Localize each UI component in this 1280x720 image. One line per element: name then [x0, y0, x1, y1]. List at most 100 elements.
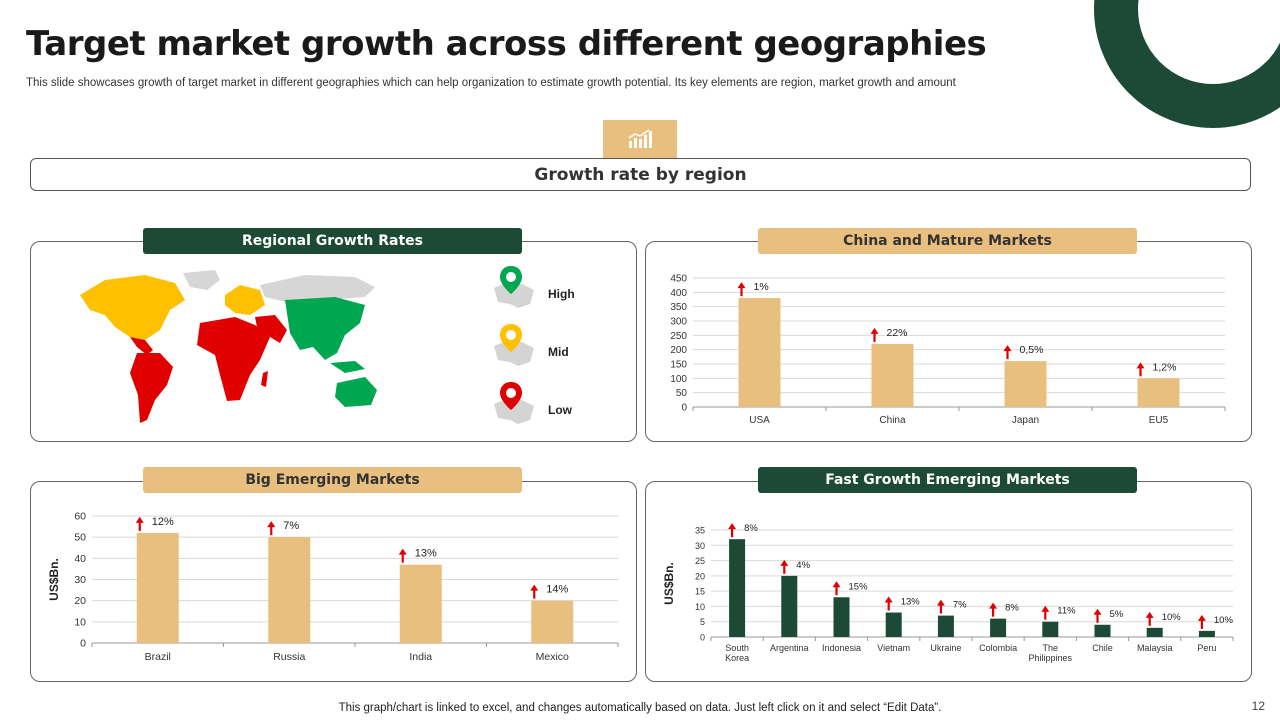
growth-annotation: 0,5%	[1020, 344, 1044, 356]
growth-rate-banner: Growth rate by region	[30, 158, 1251, 191]
decorative-ring	[1094, 0, 1280, 128]
x-tick-label: China	[879, 415, 906, 426]
x-tick-label: Colombia	[979, 643, 1017, 653]
page-subtitle: This slide showcases growth of target ma…	[26, 77, 956, 89]
y-tick-label: 0	[681, 403, 687, 414]
map-region-gray-russia	[260, 275, 375, 303]
y-tick-label: 15	[695, 587, 705, 597]
china-mature-title: China and Mature Markets	[758, 228, 1137, 254]
y-tick-label: 450	[670, 274, 687, 285]
bar	[1004, 361, 1047, 407]
y-tick-label: 0	[700, 633, 705, 643]
regional-growth-title: Regional Growth Rates	[143, 228, 522, 254]
x-tick-label: Vietnam	[877, 643, 910, 653]
growth-annotation: 11%	[1057, 606, 1076, 617]
up-arrow-head	[1041, 605, 1050, 612]
x-tick-label: Malaysia	[1137, 643, 1173, 653]
x-tick-label: Korea	[725, 653, 749, 663]
map-region-africa	[197, 317, 270, 401]
map-region-asia	[285, 297, 365, 360]
y-tick-label: 10	[74, 616, 86, 628]
y-tick-label: 40	[74, 553, 86, 565]
growth-annotation: 1%	[754, 281, 769, 293]
y-tick-label: 0	[80, 638, 86, 650]
bar	[871, 343, 914, 407]
big-emerging-title: Big Emerging Markets	[143, 467, 522, 493]
growth-annotation: 4%	[796, 560, 810, 571]
growth-annotation: 8%	[744, 523, 758, 534]
y-tick-label: 250	[670, 331, 687, 342]
bar	[399, 564, 442, 643]
y-tick-label: 400	[670, 288, 687, 299]
x-tick-label: The	[1043, 643, 1059, 653]
x-tick-label: Indonesia	[822, 643, 861, 653]
x-tick-label: EU5	[1149, 415, 1169, 426]
map-region-middle-east	[255, 315, 287, 343]
up-arrow-head	[1093, 608, 1102, 615]
big-emerging-chart: 0 10 20 30 40 50 60 US$Bn. 12% Brazil 7% Russia 13% I…	[47, 511, 619, 663]
map-region-indonesia	[330, 361, 365, 373]
up-arrow-head	[737, 282, 746, 289]
x-tick-label: Japan	[1012, 415, 1039, 426]
up-arrow-head	[870, 327, 879, 334]
up-arrow-head	[267, 521, 276, 528]
y-tick-label: 10	[695, 602, 705, 612]
up-arrow-head	[1136, 362, 1145, 369]
map-region-europe	[225, 285, 265, 315]
world-map	[80, 270, 377, 423]
legend-mid-label: Mid	[548, 345, 569, 359]
pin-usa-icon	[494, 266, 534, 308]
x-tick-label: South	[725, 643, 749, 653]
y-tick-label: 300	[670, 317, 687, 328]
y-tick-label: 30	[695, 541, 705, 551]
y-tick-label: 5	[700, 617, 705, 627]
y-tick-label: 50	[74, 532, 86, 544]
y-tick-label: 350	[670, 302, 687, 313]
y-axis-label: US$Bn.	[47, 558, 61, 601]
up-arrow-head	[1197, 614, 1206, 621]
map-region-gray-north	[183, 270, 220, 290]
bar	[531, 600, 574, 643]
map-region-madagascar	[261, 371, 268, 387]
footer-note: This graph/chart is linked to excel, and…	[338, 702, 942, 714]
x-tick-label: Russia	[273, 651, 305, 663]
bar	[1146, 627, 1163, 637]
y-tick-label: 20	[695, 571, 705, 581]
bar	[1137, 378, 1180, 407]
map-region-central-america	[130, 337, 153, 355]
x-tick-label: Argentina	[770, 643, 809, 653]
y-tick-label: 30	[74, 574, 86, 586]
growth-annotation: 14%	[546, 584, 568, 596]
bar	[1198, 630, 1215, 637]
y-tick-label: 100	[670, 374, 687, 385]
up-arrow-head	[780, 559, 789, 566]
up-arrow-head	[530, 584, 539, 591]
bar	[1094, 624, 1111, 637]
growth-annotation: 15%	[849, 581, 869, 592]
growth-annotation: 22%	[887, 327, 908, 339]
big-emerging-panel	[30, 481, 637, 682]
x-tick-label: India	[409, 651, 432, 663]
bar	[268, 537, 311, 643]
up-arrow-head	[728, 523, 737, 530]
growth-annotation: 10%	[1162, 612, 1182, 623]
y-tick-label: 50	[676, 388, 688, 399]
x-tick-label: Brazil	[145, 651, 171, 663]
x-tick-label: Peru	[1197, 643, 1216, 653]
up-arrow-head	[832, 581, 841, 588]
china-mature-chart: 0 50 100 150 200 250 300 350 400 450 1% USA 22% China…	[670, 274, 1226, 426]
bar	[781, 575, 798, 637]
y-tick-label: 200	[670, 345, 687, 356]
bar	[738, 298, 781, 407]
up-arrow-head	[989, 602, 998, 609]
bar	[937, 615, 954, 637]
bar	[990, 618, 1007, 637]
y-tick-label: 25	[695, 556, 705, 566]
growth-annotation: 8%	[1005, 603, 1019, 614]
legend-high-label: High	[548, 287, 575, 301]
page-number: 12	[1251, 699, 1265, 713]
x-tick-label: Mexico	[536, 651, 569, 663]
x-tick-label: USA	[749, 415, 770, 426]
legend-low-label: Low	[548, 403, 572, 417]
up-arrow-head	[884, 596, 893, 603]
